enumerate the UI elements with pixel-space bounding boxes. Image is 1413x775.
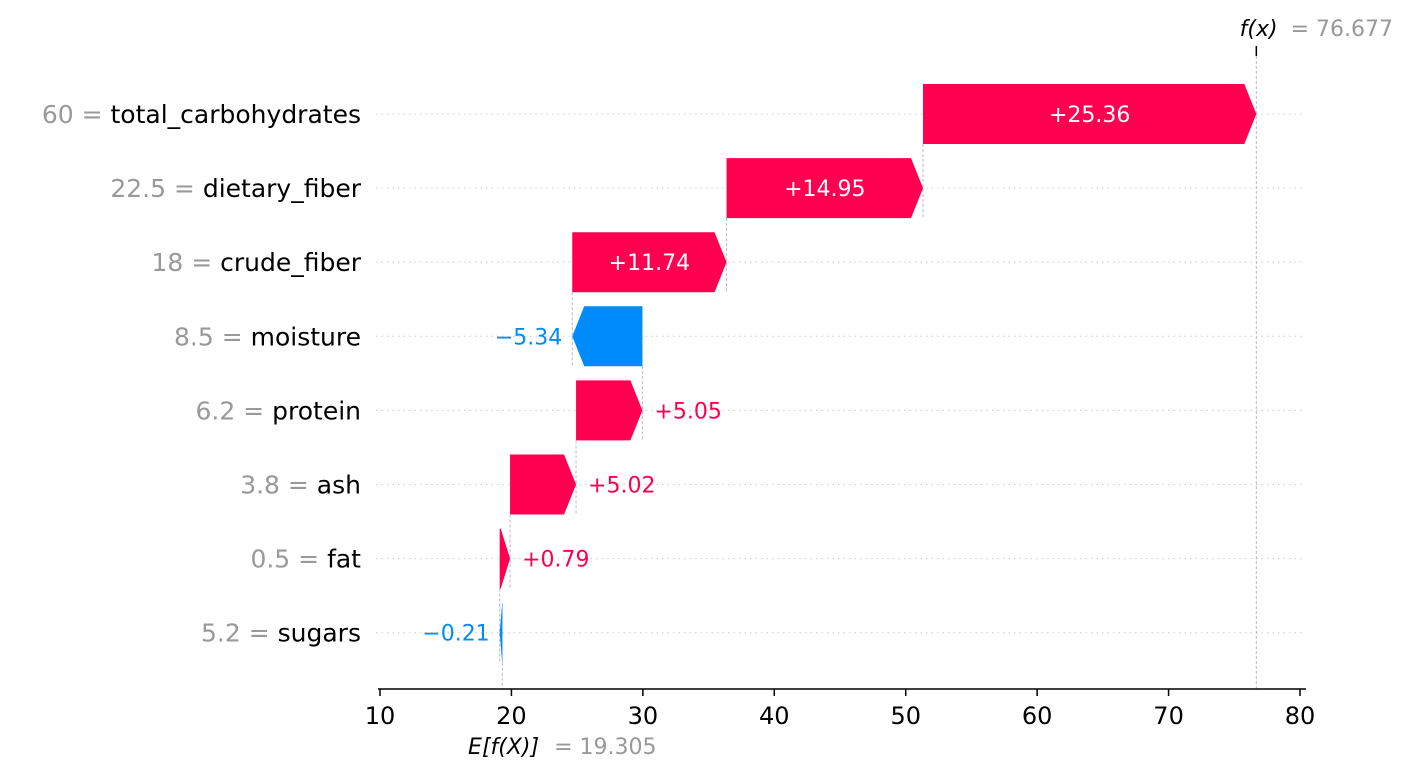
positive-bar <box>499 528 511 589</box>
feature-value: 60 = <box>42 100 111 129</box>
bar-value-label: +11.74 <box>609 251 690 276</box>
feature-value: 8.5 = <box>174 322 251 351</box>
x-tick-label: 30 <box>628 702 659 730</box>
feature-value: 0.5 = <box>250 545 327 574</box>
fx-label-value: = 76.677 <box>1291 17 1393 42</box>
labels-layer: 60 = total_carbohydrates +25.36 22.5 = die… <box>42 100 1131 648</box>
x-tick-label: 50 <box>890 702 921 730</box>
feature-label: 18 = crude_fiber <box>151 248 361 277</box>
bar-value-label: −5.34 <box>495 325 562 350</box>
fx-label-name: f(x) <box>1240 17 1278 42</box>
base-label-name: E[f(X)] <box>468 735 539 760</box>
x-ticks: 10 20 30 40 50 60 70 80 <box>365 689 1316 730</box>
feature-name: ash <box>317 471 361 500</box>
base-value-label: E[f(X)] = 19.305 <box>468 735 656 760</box>
x-tick-label: 70 <box>1153 702 1184 730</box>
fx-label: f(x) = 76.677 <box>1240 17 1393 42</box>
feature-value: 3.8 = <box>240 471 317 500</box>
positive-bar <box>572 232 727 293</box>
bar-value-label: +5.02 <box>588 474 655 499</box>
feature-name: sugars <box>278 619 361 648</box>
output-value-marker: f(x) = 76.677 <box>1240 17 1393 56</box>
bar-value-label: +0.79 <box>522 548 589 573</box>
feature-label: 0.5 = fat <box>250 545 361 574</box>
positive-bar <box>726 158 924 219</box>
x-tick-label: 40 <box>759 702 790 730</box>
feature-name: crude_fiber <box>220 248 362 277</box>
positive-bar <box>923 84 1257 144</box>
feature-label: 60 = total_carbohydrates <box>42 100 361 129</box>
base-value-marker: E[f(X)] = 19.305 <box>468 735 656 760</box>
bar-value-label: +14.95 <box>784 177 865 202</box>
feature-name: fat <box>327 545 361 574</box>
base-label-value: = 19.305 <box>554 735 656 760</box>
bars-layer <box>499 84 1257 663</box>
feature-value: 22.5 = <box>110 174 203 203</box>
x-tick-label: 10 <box>365 702 396 730</box>
negative-bar <box>499 602 503 663</box>
positive-bar <box>576 380 643 441</box>
x-tick-label: 60 <box>1022 702 1053 730</box>
bar-value-label: +25.36 <box>1049 103 1130 128</box>
bar-value-label: +5.05 <box>654 399 721 424</box>
feature-value: 6.2 = <box>196 396 273 425</box>
feature-name: total_carbohydrates <box>111 100 362 129</box>
x-tick-label: 20 <box>496 702 527 730</box>
feature-label: 8.5 = moisture <box>174 322 361 351</box>
feature-label: 6.2 = protein <box>196 396 361 425</box>
feature-label: 5.2 = sugars <box>201 619 361 648</box>
bar-value-label: −0.21 <box>422 622 489 647</box>
grid-layer <box>376 56 1304 689</box>
x-tick-label: 80 <box>1285 702 1316 730</box>
negative-bar <box>572 306 643 367</box>
positive-bar <box>510 454 577 515</box>
feature-label: 22.5 = dietary_fiber <box>110 174 361 203</box>
feature-name: protein <box>272 396 361 425</box>
feature-name: dietary_fiber <box>203 174 362 203</box>
feature-value: 18 = <box>151 248 220 277</box>
feature-name: moisture <box>251 322 361 351</box>
feature-label: 3.8 = ash <box>240 471 361 500</box>
feature-value: 5.2 = <box>201 619 278 648</box>
